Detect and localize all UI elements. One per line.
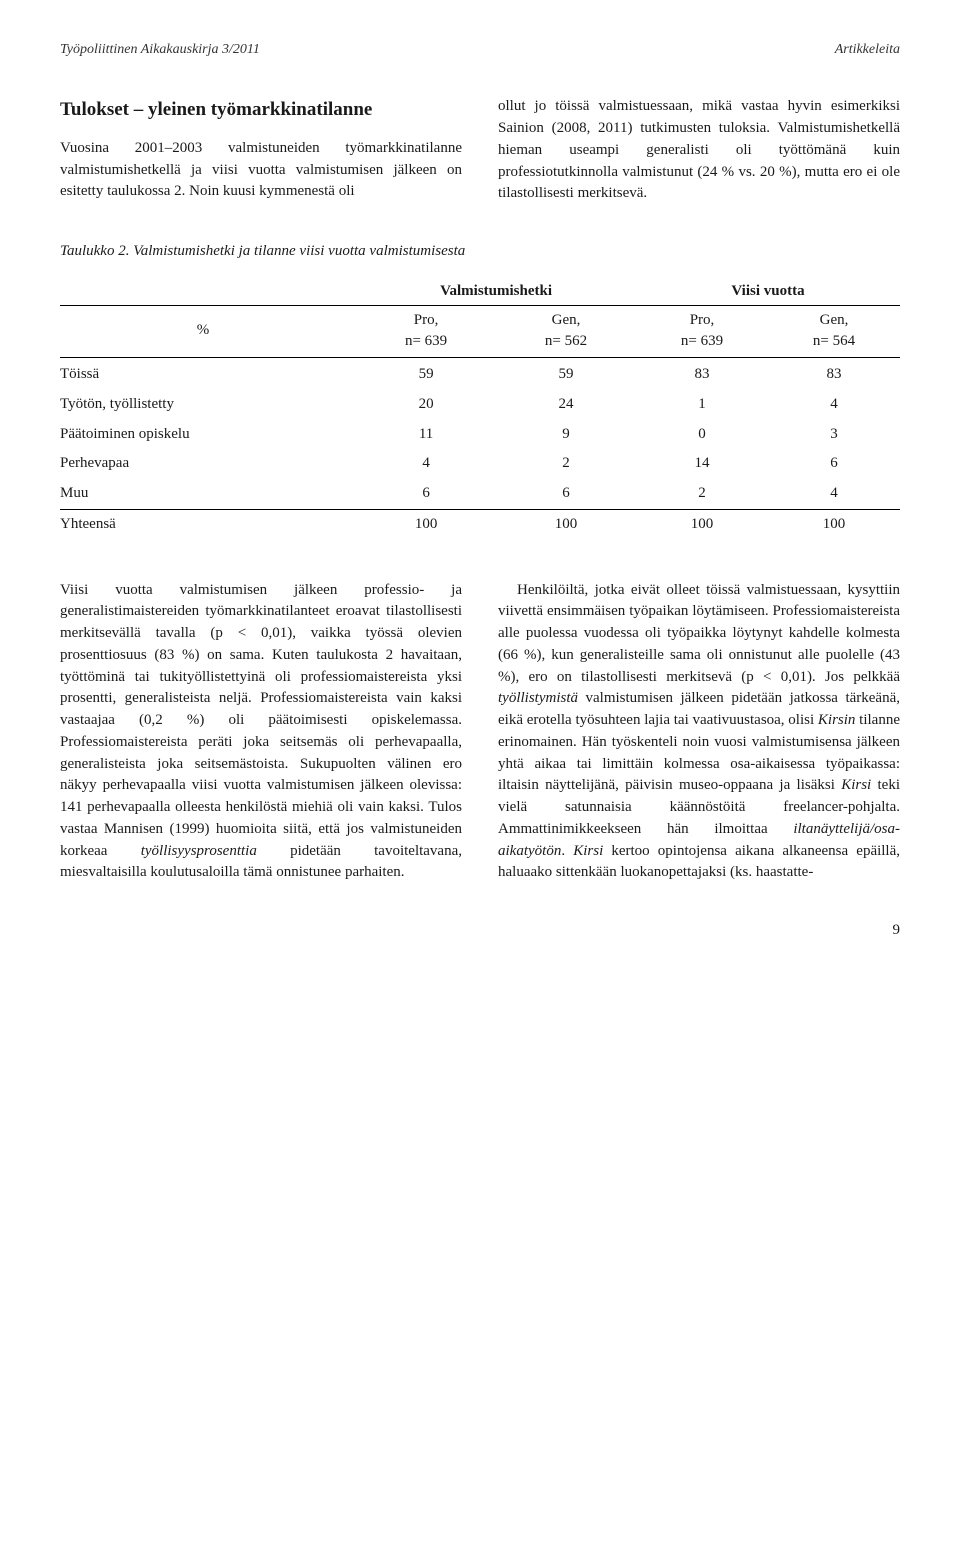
table-cell: 4 [768, 479, 900, 509]
bottom-right-column: Henkilöiltä, jotka eivät olleet töissä v… [498, 580, 900, 885]
table-row: Perhevapaa42146 [60, 449, 900, 479]
table-cell: 14 [636, 449, 768, 479]
top-left-column: Tulokset – yleinen työmarkkinatilanne Vu… [60, 96, 462, 205]
bottom-right-paragraph: Henkilöiltä, jotka eivät olleet töissä v… [498, 580, 900, 885]
table-cell: 0 [636, 420, 768, 450]
table-cell: 83 [636, 358, 768, 390]
table-cell: 3 [768, 420, 900, 450]
top-columns: Tulokset – yleinen työmarkkinatilanne Vu… [60, 96, 900, 205]
table-cell: 100 [356, 509, 496, 539]
journal-title: Työpoliittinen Aikakauskirja 3/2011 [60, 40, 260, 60]
table-cell: 83 [768, 358, 900, 390]
table-cell: 1 [636, 390, 768, 420]
table-cell: 59 [356, 358, 496, 390]
section-title: Artikkeleita [835, 40, 900, 60]
col-header-1: Gen, n= 562 [496, 305, 636, 358]
table-cell: 9 [496, 420, 636, 450]
table-row: Päätoiminen opiskelu11903 [60, 420, 900, 450]
table-cell: 100 [496, 509, 636, 539]
top-right-column: ollut jo töissä valmistuessaan, mikä vas… [498, 96, 900, 205]
table-cell: 100 [636, 509, 768, 539]
bottom-left-paragraph: Viisi vuotta valmistumisen jälkeen profe… [60, 580, 462, 885]
table-cell: 4 [356, 449, 496, 479]
table-row: Töissä59598383 [60, 358, 900, 390]
row-label: Muu [60, 479, 356, 509]
table-cell: 20 [356, 390, 496, 420]
table-cell: 2 [496, 449, 636, 479]
table-cell: 24 [496, 390, 636, 420]
col-header-0: Pro, n= 639 [356, 305, 496, 358]
row-label: Päätoiminen opiskelu [60, 420, 356, 450]
table-cell: 11 [356, 420, 496, 450]
col-header-2: Pro, n= 639 [636, 305, 768, 358]
table-cell: 6 [356, 479, 496, 509]
top-right-paragraph: ollut jo töissä valmistuessaan, mikä vas… [498, 96, 900, 205]
table-cell: 2 [636, 479, 768, 509]
span-header-1: Valmistumishetki [356, 277, 636, 305]
data-table: Valmistumishetki Viisi vuotta % Pro, n= … [60, 277, 900, 540]
running-header: Työpoliittinen Aikakauskirja 3/2011 Arti… [60, 40, 900, 60]
span-header-2: Viisi vuotta [636, 277, 900, 305]
col-header-3: Gen, n= 564 [768, 305, 900, 358]
table-caption: Taulukko 2. Valmistumishetki ja tilanne … [60, 241, 900, 263]
bottom-left-column: Viisi vuotta valmistumisen jälkeen profe… [60, 580, 462, 885]
table-corner [60, 277, 356, 305]
bottom-columns: Viisi vuotta valmistumisen jälkeen profe… [60, 580, 900, 885]
table-cell: 6 [768, 449, 900, 479]
top-left-paragraph: Vuosina 2001–2003 valmistuneiden työmark… [60, 138, 462, 203]
row-label: Töissä [60, 358, 356, 390]
row-label: Perhevapaa [60, 449, 356, 479]
table-row: Muu6624 [60, 479, 900, 509]
page-number: 9 [60, 920, 900, 942]
table-cell: 4 [768, 390, 900, 420]
section-heading: Tulokset – yleinen työmarkkinatilanne [60, 96, 462, 124]
table-corner-label: % [60, 305, 356, 358]
table-cell: 59 [496, 358, 636, 390]
table-row: Yhteensä100100100100 [60, 509, 900, 539]
row-label: Työtön, työllistetty [60, 390, 356, 420]
table-cell: 6 [496, 479, 636, 509]
table-cell: 100 [768, 509, 900, 539]
table-row: Työtön, työllistetty202414 [60, 390, 900, 420]
row-label: Yhteensä [60, 509, 356, 539]
